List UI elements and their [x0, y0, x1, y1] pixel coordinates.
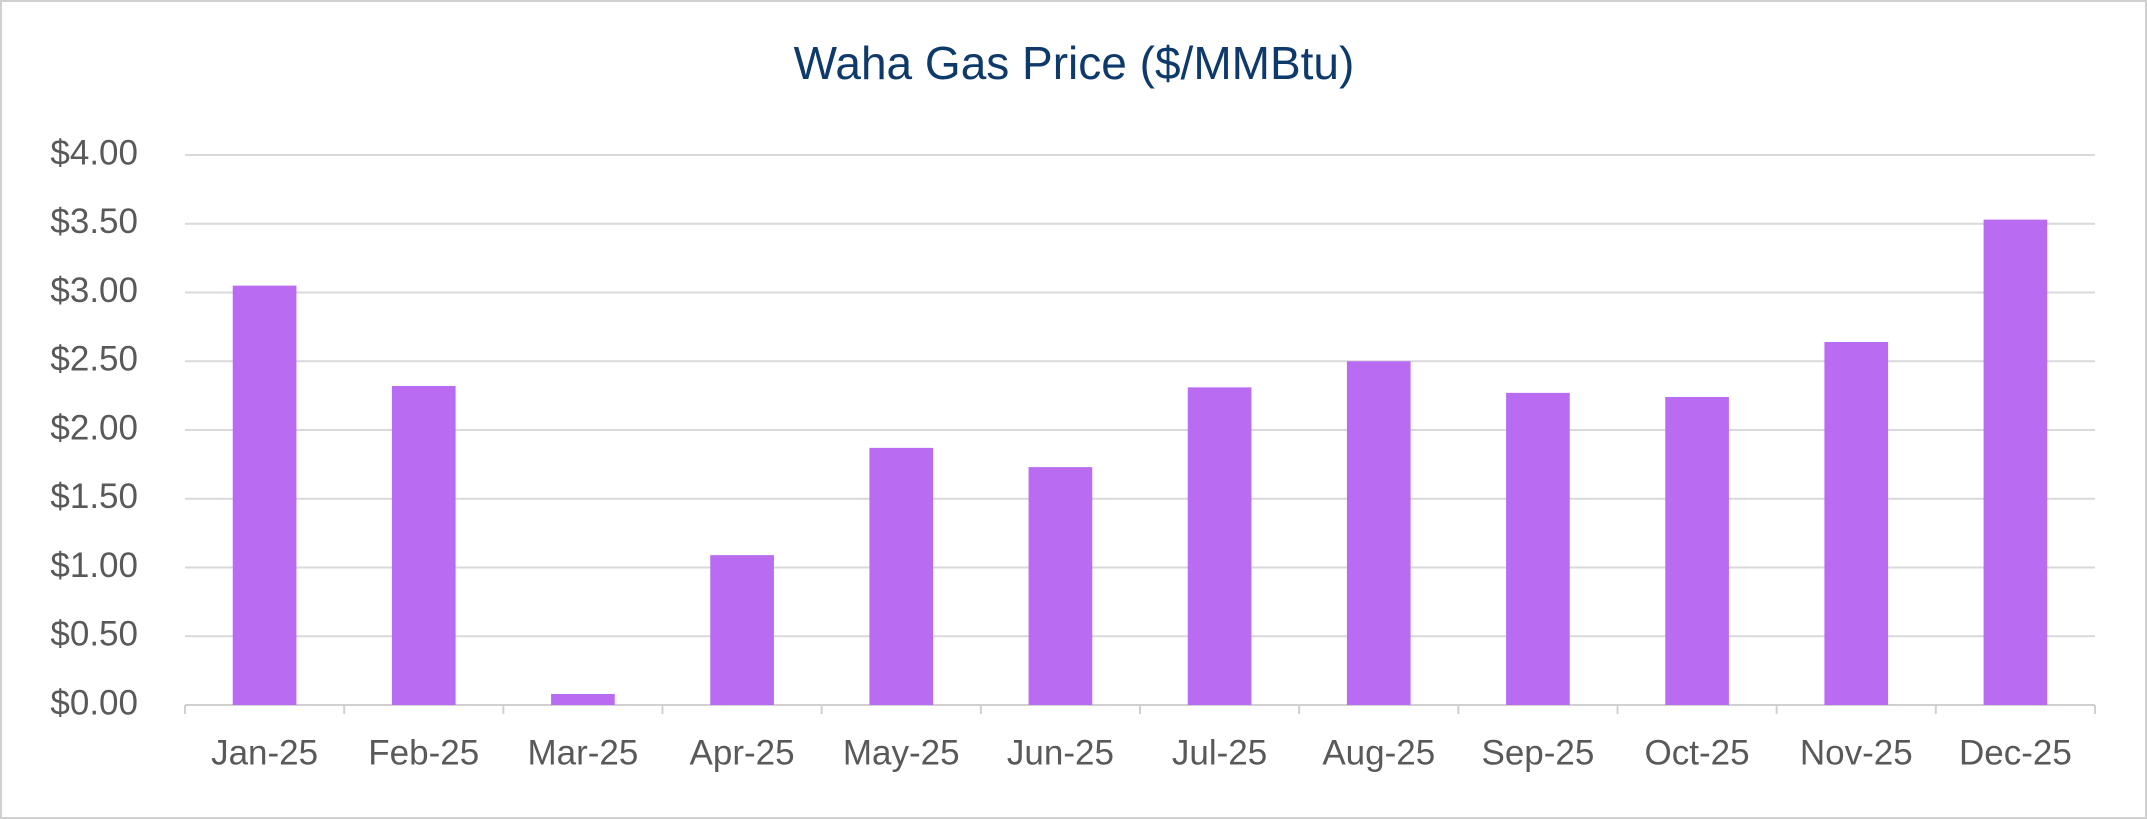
y-tick-label: $1.00: [50, 546, 138, 585]
bar: [1346, 361, 1411, 705]
bar: [710, 555, 774, 705]
x-tick-label: Jan-25: [211, 733, 318, 772]
bar: [869, 447, 934, 705]
x-tick-label: Aug-25: [1322, 733, 1435, 772]
y-tick-label: $0.00: [50, 683, 138, 722]
bar: [232, 285, 297, 705]
bar: [391, 386, 456, 705]
bar: [1824, 342, 1889, 705]
x-tick-label: Sep-25: [1481, 733, 1594, 772]
x-tick-label: May-25: [843, 733, 960, 772]
bar: [1665, 397, 1729, 705]
y-tick-label: $2.00: [50, 408, 138, 447]
chart-title: Waha Gas Price ($/MMBtu): [794, 37, 1355, 89]
y-tick-label: $0.50: [50, 615, 138, 654]
x-tick-label: Apr-25: [690, 733, 795, 772]
bar: [1506, 392, 1570, 705]
bar: [1187, 387, 1252, 705]
y-tick-label: $3.00: [50, 271, 138, 310]
x-tick-label: Jun-25: [1007, 733, 1114, 772]
x-tick-label: Feb-25: [368, 733, 479, 772]
y-tick-label: $4.00: [50, 133, 138, 172]
y-tick-label: $1.50: [50, 477, 138, 516]
bar: [1983, 219, 2048, 705]
x-tick-label: Nov-25: [1800, 733, 1913, 772]
x-tick-label: Mar-25: [527, 733, 638, 772]
x-tick-label: Dec-25: [1959, 733, 2072, 772]
bar: [551, 694, 615, 705]
x-tick-label: Oct-25: [1645, 733, 1750, 772]
bar: [1028, 467, 1093, 705]
x-tick-label: Jul-25: [1172, 733, 1267, 772]
y-tick-label: $2.50: [50, 340, 138, 379]
y-tick-label: $3.50: [50, 202, 138, 241]
